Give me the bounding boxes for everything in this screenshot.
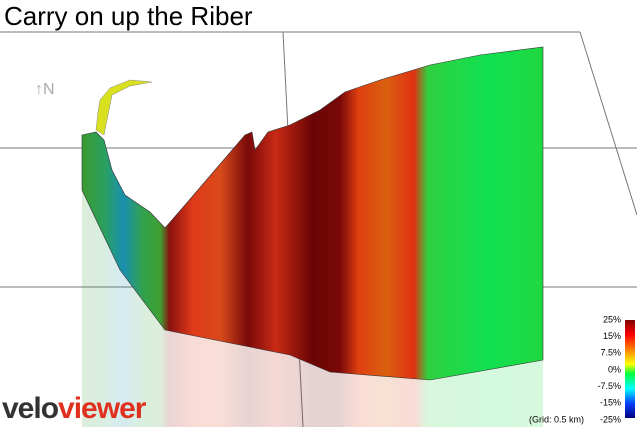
elevation-wall [81,46,544,381]
scale-tick-label: -15% [600,398,621,408]
scale-ticks: 25% 15% 7.5% 0% -7.5% -15% -25% [597,314,621,424]
north: ↑N [35,81,55,98]
logo: veloviewer [2,392,147,425]
scale-tick-label: -7.5% [597,381,621,391]
grid-line [579,31,637,216]
scale-tick-label: 7.5% [600,348,621,358]
scale-tick-label: 0% [608,364,621,374]
scale-tick-label: 15% [603,331,621,341]
grid-note: (Grid: 0.5 km) [529,414,584,424]
scale-tick-label: 25% [603,314,621,324]
scale-tick-label: -25% [600,414,621,424]
logo-viewer: viewer [58,392,147,425]
logo-velo: velo [2,392,59,425]
loop [95,79,153,136]
title: Carry on up the Riber [4,1,253,31]
color-scale [625,320,635,418]
reflection [82,190,543,427]
